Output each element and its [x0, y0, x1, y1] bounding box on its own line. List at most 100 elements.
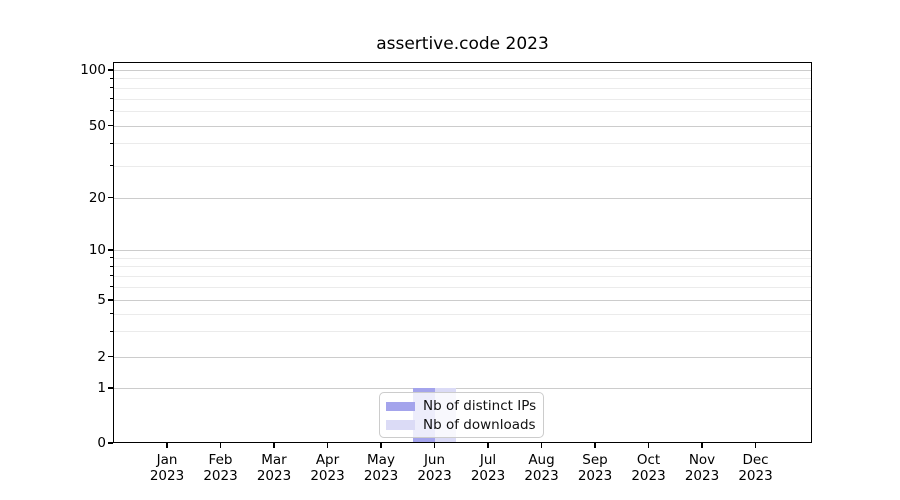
- x-tick-label-year: 2023: [524, 468, 559, 484]
- x-tick-label: Feb 2023: [185, 452, 257, 484]
- y-tick: [108, 124, 113, 127]
- y-gridline-minor: [113, 313, 812, 315]
- x-tick-label-month: Oct: [636, 452, 661, 468]
- x-tick-label-year: 2023: [417, 468, 452, 484]
- y-gridline-major: [113, 197, 812, 199]
- x-tick-label-month: Feb: [208, 452, 233, 468]
- x-tick-label: Jan 2023: [131, 452, 203, 484]
- y-gridline-major: [113, 70, 812, 71]
- x-tick: [273, 443, 275, 448]
- chart-title: assertive.code 2023: [376, 34, 549, 54]
- plot-area: [113, 62, 812, 443]
- y-tick-label: 10: [88, 242, 106, 258]
- legend-swatch-downloads: [386, 420, 415, 430]
- x-tick: [540, 443, 543, 448]
- y-tick-label: 20: [88, 189, 106, 206]
- x-tick: [594, 443, 596, 448]
- y-tick-label: 0: [97, 435, 106, 451]
- x-tick-label-year: 2023: [149, 468, 185, 484]
- legend-label-distinct-ips: Nb of distinct IPs: [423, 398, 537, 415]
- y-gridline-major: [113, 356, 812, 358]
- x-tick-label: Sep 2023: [559, 452, 631, 484]
- y-tick-minor: [110, 110, 113, 112]
- x-tick-label-year: 2023: [363, 468, 399, 484]
- legend: Nb of distinct IPs Nb of downloads: [379, 392, 544, 438]
- legend-item-downloads: Nb of downloads: [386, 416, 537, 434]
- y-tick-minor: [110, 257, 113, 259]
- x-tick-label-month: Nov: [688, 452, 716, 468]
- x-tick-label-month: Jun: [423, 452, 446, 468]
- x-tick-label: Nov 2023: [666, 452, 738, 484]
- x-tick-label-month: Dec: [742, 452, 769, 468]
- x-tick: [701, 443, 703, 448]
- y-tick-label: 1: [97, 380, 106, 396]
- x-tick-label: Dec 2023: [720, 452, 792, 484]
- x-tick-label-year: 2023: [738, 468, 773, 484]
- x-tick-label-year: 2023: [684, 468, 720, 484]
- y-tick-label: 100: [80, 62, 106, 78]
- y-tick: [108, 442, 113, 444]
- x-tick-label-year: 2023: [310, 468, 345, 484]
- x-tick-label: Mar 2023: [238, 452, 310, 484]
- y-tick-minor: [110, 275, 113, 277]
- y-gridline-minor: [113, 98, 812, 100]
- y-gridline-major: [113, 125, 812, 127]
- y-tick: [108, 196, 113, 199]
- x-tick: [166, 443, 168, 448]
- x-tick-label-month: Sep: [582, 452, 608, 468]
- y-tick-minor: [110, 313, 113, 315]
- legend-swatch-distinct-ips: [386, 401, 415, 411]
- x-tick-label-month: Mar: [261, 452, 287, 468]
- x-tick: [487, 443, 489, 448]
- y-gridline-minor: [113, 165, 812, 167]
- y-tick-minor: [110, 330, 113, 332]
- y-gridline-minor: [113, 331, 812, 333]
- x-tick-label-month: Aug: [528, 452, 555, 468]
- legend-label-downloads: Nb of downloads: [423, 416, 536, 433]
- x-tick-label: Jun 2023: [399, 452, 471, 484]
- y-gridline-major: [113, 388, 812, 389]
- y-tick: [108, 387, 113, 389]
- x-tick-label-year: 2023: [631, 468, 666, 484]
- y-gridline-minor: [113, 87, 812, 89]
- y-tick-minor: [110, 87, 113, 89]
- x-tick-label-month: May: [367, 452, 395, 468]
- x-tick-label-month: Jul: [479, 452, 497, 468]
- y-tick-label: 5: [97, 292, 106, 308]
- x-tick-label: Oct 2023: [613, 452, 685, 484]
- y-gridline-minor: [113, 110, 812, 112]
- y-gridline-minor: [113, 275, 812, 277]
- x-tick: [754, 443, 757, 448]
- y-tick: [108, 355, 113, 358]
- x-tick-label: May 2023: [345, 452, 417, 484]
- x-tick-label-month: Apr: [315, 452, 340, 468]
- y-tick-minor: [110, 165, 113, 167]
- x-tick-label: Jul 2023: [452, 452, 524, 484]
- y-gridline-major: [113, 300, 812, 301]
- y-tick: [108, 249, 113, 251]
- y-tick-minor: [110, 98, 113, 100]
- y-tick-minor: [110, 77, 113, 79]
- y-gridline-major: [113, 250, 812, 251]
- x-tick-label-year: 2023: [256, 468, 292, 484]
- x-tick-label-month: Jan: [156, 452, 178, 468]
- y-tick-minor: [110, 142, 113, 144]
- y-gridline-minor: [113, 78, 812, 80]
- y-tick-minor: [110, 286, 113, 288]
- y-tick-label: 50: [88, 117, 106, 134]
- y-gridline-minor: [113, 286, 812, 288]
- y-gridline-minor: [113, 266, 812, 268]
- x-tick: [380, 443, 382, 448]
- x-tick-label-year: 2023: [470, 468, 506, 484]
- x-tick-label: Apr 2023: [292, 452, 364, 484]
- y-gridline-minor: [113, 257, 812, 259]
- x-tick: [647, 443, 650, 448]
- x-tick: [326, 443, 329, 448]
- y-tick: [108, 299, 113, 301]
- x-tick-label-year: 2023: [203, 468, 238, 484]
- x-tick-label-year: 2023: [577, 468, 613, 484]
- legend-item-distinct-ips: Nb of distinct IPs: [386, 397, 537, 415]
- x-tick-label: Aug 2023: [506, 452, 578, 484]
- x-tick: [433, 443, 436, 448]
